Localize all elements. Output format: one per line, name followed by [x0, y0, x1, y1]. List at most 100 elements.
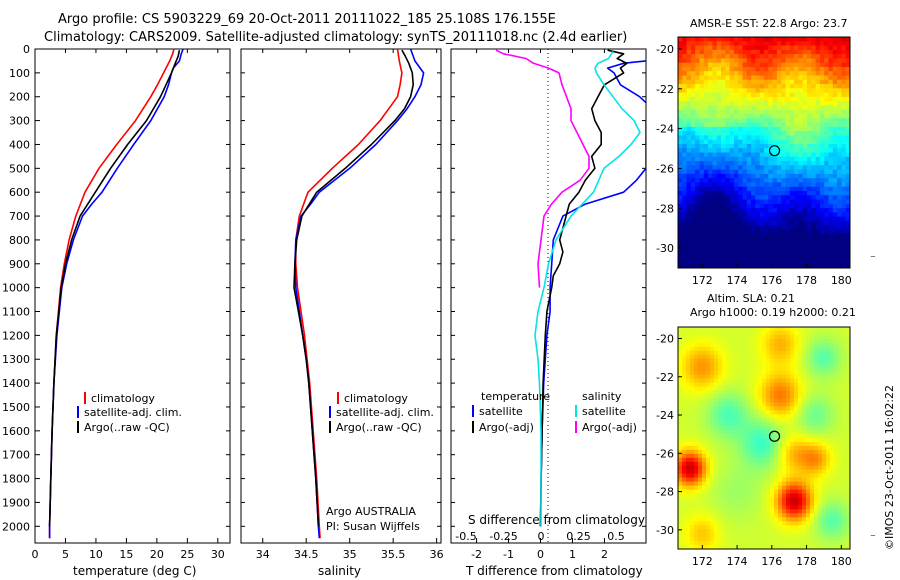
sst-cell	[815, 182, 821, 188]
sst-cell	[845, 75, 850, 81]
sla-cell	[698, 438, 703, 443]
sst-cell	[729, 199, 735, 205]
sst-cell	[678, 152, 683, 158]
sla-cell	[746, 426, 751, 431]
sst-cell	[832, 148, 838, 153]
sla-cell	[754, 529, 759, 534]
sst-cell	[845, 182, 850, 188]
sla-cell	[826, 521, 831, 526]
sst-cell	[725, 79, 730, 85]
sla-cell	[826, 513, 831, 518]
sla-cell	[814, 390, 819, 395]
sla-cell	[790, 430, 795, 435]
sla-cell	[722, 370, 727, 375]
sst-cell	[815, 229, 821, 235]
sst-cell	[716, 173, 722, 179]
sst-cell	[807, 62, 812, 68]
sla-cell	[846, 418, 850, 423]
sst-cell	[768, 203, 773, 209]
sla-cell	[838, 418, 843, 423]
sst-cell	[729, 182, 735, 188]
sla-cell	[718, 449, 723, 455]
map-x-tick-label: 176	[761, 555, 782, 568]
sst-cell	[729, 66, 735, 72]
sst-cell	[690, 131, 696, 136]
sst-cell	[690, 212, 696, 218]
sla-cell	[686, 342, 691, 348]
sla-cell	[770, 525, 775, 530]
sst-cell	[682, 66, 687, 72]
sla-cell	[726, 382, 731, 387]
sst-cell	[794, 220, 799, 226]
sla-cell	[798, 445, 803, 451]
sst-cell	[841, 105, 847, 111]
sst-cell	[837, 139, 842, 145]
sla-cell	[838, 374, 843, 379]
sst-cell	[811, 58, 816, 64]
sla-cell	[822, 533, 827, 538]
sst-cell	[742, 118, 748, 123]
sst-cell	[690, 255, 696, 260]
sla-cell	[762, 330, 767, 336]
sst-cell	[772, 225, 778, 230]
sst-cell	[755, 101, 761, 106]
sla-cell	[826, 394, 831, 399]
sla-cell	[846, 350, 850, 356]
sla-cell	[742, 477, 747, 482]
sst-cell	[776, 66, 782, 72]
sst-cell	[703, 143, 709, 149]
sla-cell	[846, 330, 850, 336]
sst-cell	[841, 37, 847, 42]
sst-cell	[785, 178, 791, 183]
sla-cell	[846, 426, 850, 431]
sla-cell	[742, 469, 747, 475]
sla-cell	[710, 342, 715, 348]
sst-cell	[785, 135, 791, 141]
sst-cell	[725, 92, 730, 98]
sst-cell	[824, 250, 829, 256]
sst-cell	[721, 122, 726, 128]
sst-cell	[759, 165, 765, 171]
sla-cell	[714, 517, 719, 522]
sst-cell	[733, 109, 739, 115]
sla-cell	[754, 378, 759, 383]
sst-cell	[733, 131, 739, 136]
sla-cell	[786, 517, 791, 522]
sst-cell	[738, 49, 743, 55]
sst-cell	[746, 195, 752, 200]
sst-cell	[712, 109, 718, 115]
sla-cell	[814, 489, 819, 494]
sla-cell	[762, 430, 767, 435]
sst-cell	[794, 199, 799, 205]
sla-cell	[742, 390, 747, 395]
sla-cell	[694, 481, 699, 486]
sla-cell	[786, 398, 791, 403]
sst-cell	[802, 259, 808, 265]
sla-cell	[686, 497, 691, 502]
sst-cell	[742, 45, 748, 51]
sla-cell	[826, 493, 831, 498]
sla-cell	[810, 545, 815, 549]
sla-cell	[814, 414, 819, 419]
legend-label-satellite: satellite-adj. clim.	[84, 406, 182, 419]
sst-cell	[755, 203, 761, 209]
sst-cell	[815, 233, 821, 239]
sst-cell	[785, 255, 791, 260]
sst-cell	[824, 54, 829, 59]
sla-cell	[718, 453, 723, 459]
sla-cell	[754, 525, 759, 530]
sla-cell	[690, 390, 695, 395]
sst-cell	[815, 96, 821, 102]
sla-heatmap	[678, 327, 850, 549]
sst-cell	[716, 122, 722, 128]
sst-cell	[837, 208, 842, 213]
sst-cell	[725, 186, 730, 192]
sla-cell	[694, 497, 699, 502]
sst-cell	[768, 114, 773, 119]
sst-cell	[802, 75, 808, 81]
sla-cell	[774, 358, 779, 364]
sst-cell	[768, 71, 773, 76]
depth-axis: 0100200300400500600700800900100011001200…	[2, 43, 646, 533]
sst-cell	[746, 92, 752, 98]
sla-cell	[746, 402, 751, 407]
